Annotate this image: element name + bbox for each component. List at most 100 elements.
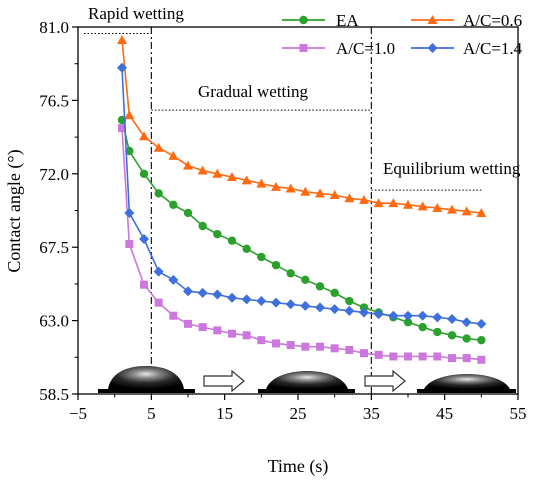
legend-entry-ac14: A/C=1.4 bbox=[411, 39, 523, 58]
data-point-circle bbox=[301, 275, 310, 285]
x-tick-label: 25 bbox=[290, 404, 307, 423]
data-point-circle bbox=[213, 229, 222, 239]
data-point-circle bbox=[418, 322, 427, 332]
data-point-square bbox=[228, 329, 236, 338]
y-tick-label: 72.0 bbox=[39, 165, 69, 184]
data-point-diamond bbox=[139, 234, 149, 245]
data-point-diamond bbox=[117, 62, 127, 73]
data-point-square bbox=[169, 311, 178, 320]
data-point-diamond bbox=[329, 304, 340, 315]
data-point-circle bbox=[433, 327, 442, 337]
data-point-circle bbox=[125, 146, 134, 156]
x-tick-label: −5 bbox=[69, 404, 87, 423]
data-point-triangle bbox=[168, 150, 179, 160]
series-3 bbox=[117, 62, 487, 329]
data-point-triangle bbox=[359, 194, 369, 204]
data-point-diamond bbox=[212, 289, 223, 300]
x-tick-label: 15 bbox=[216, 404, 233, 423]
data-point-circle bbox=[183, 208, 193, 218]
data-point-square bbox=[360, 349, 368, 358]
data-point-square bbox=[272, 339, 280, 348]
x-tick-label: 45 bbox=[436, 404, 453, 423]
droplet-initial-icon bbox=[98, 366, 195, 393]
data-point-diamond bbox=[373, 309, 384, 320]
data-point-triangle bbox=[447, 204, 457, 214]
data-point-square bbox=[242, 331, 251, 340]
data-point-circle bbox=[227, 236, 237, 245]
data-point-square bbox=[257, 336, 266, 345]
data-point-diamond bbox=[256, 296, 267, 307]
legend-label-ac14: A/C=1.4 bbox=[463, 39, 523, 58]
data-point-square bbox=[462, 354, 471, 363]
x-tick-label: 5 bbox=[147, 404, 156, 423]
y-tick-label: 81.0 bbox=[39, 18, 69, 37]
data-point-square bbox=[118, 124, 126, 133]
data-point-square bbox=[286, 341, 295, 350]
data-point-diamond bbox=[227, 292, 237, 303]
y-axis-title: Contact angle (°) bbox=[4, 149, 25, 272]
data-point-diamond bbox=[197, 287, 208, 298]
data-point-square bbox=[125, 239, 134, 248]
data-point-diamond bbox=[476, 318, 487, 329]
data-point-diamond bbox=[153, 266, 164, 277]
data-point-square bbox=[198, 323, 207, 332]
y-tick-label: 76.5 bbox=[39, 91, 69, 110]
data-point-triangle bbox=[117, 35, 127, 45]
series-0 bbox=[117, 115, 486, 345]
data-point-triangle bbox=[139, 131, 149, 141]
series-1 bbox=[117, 35, 487, 217]
data-point-square bbox=[154, 298, 163, 307]
droplet-illustrations bbox=[98, 366, 516, 393]
legend-entry-ea: EA bbox=[282, 11, 359, 30]
legend: EA A/C=0.6 A/C=1.0 A/C=1.4 bbox=[282, 11, 523, 58]
data-point-circle bbox=[257, 252, 266, 262]
data-point-diamond bbox=[124, 207, 135, 218]
data-point-triangle bbox=[373, 198, 384, 208]
data-point-triangle bbox=[417, 201, 428, 211]
y-tick-label: 58.5 bbox=[39, 385, 69, 404]
series-line bbox=[121, 39, 482, 214]
data-point-square bbox=[140, 280, 148, 289]
data-point-circle bbox=[403, 318, 413, 327]
data-point-triangle bbox=[227, 172, 237, 182]
data-point-square bbox=[404, 352, 412, 361]
data-point-circle bbox=[169, 200, 178, 209]
data-point-diamond bbox=[388, 310, 399, 321]
data-point-triangle bbox=[329, 190, 340, 200]
data-point-diamond bbox=[461, 317, 472, 328]
data-point-diamond bbox=[285, 299, 296, 310]
legend-entry-ac10: A/C=1.0 bbox=[282, 39, 395, 58]
arrow-right-icon bbox=[364, 369, 406, 393]
data-point-diamond bbox=[359, 307, 369, 318]
data-point-triangle bbox=[183, 160, 193, 170]
data-point-square bbox=[330, 344, 339, 353]
data-point-square bbox=[345, 345, 354, 354]
y-tick-label: 67.5 bbox=[39, 238, 69, 257]
data-point-triangle bbox=[197, 165, 208, 175]
data-point-circle bbox=[139, 169, 149, 178]
data-point-square bbox=[301, 342, 310, 351]
data-point-diamond bbox=[403, 310, 413, 321]
arrow-right-icon bbox=[203, 369, 245, 393]
data-point-square bbox=[213, 326, 222, 335]
data-point-triangle bbox=[432, 203, 443, 213]
data-point-triangle bbox=[476, 207, 487, 217]
data-point-diamond bbox=[271, 297, 281, 308]
data-point-diamond bbox=[344, 305, 355, 316]
annotation-rapid-wetting: Rapid wetting bbox=[88, 4, 184, 23]
legend-label-ac06: A/C=0.6 bbox=[463, 11, 522, 30]
data-point-diamond bbox=[241, 294, 252, 305]
data-point-square bbox=[433, 352, 442, 361]
data-point-triangle bbox=[300, 186, 311, 196]
droplet-equilibrium-icon bbox=[417, 374, 516, 393]
data-point-triangle bbox=[315, 188, 325, 198]
data-point-triangle bbox=[388, 198, 399, 208]
data-point-triangle bbox=[403, 199, 413, 209]
annotation-gradual-wetting: Gradual wetting bbox=[198, 82, 308, 101]
data-point-diamond bbox=[417, 310, 428, 321]
x-axis-title: Time (s) bbox=[268, 456, 329, 477]
data-point-circle bbox=[286, 269, 295, 278]
data-point-circle bbox=[271, 260, 281, 270]
series-line bbox=[121, 67, 482, 325]
data-point-square bbox=[389, 352, 398, 361]
